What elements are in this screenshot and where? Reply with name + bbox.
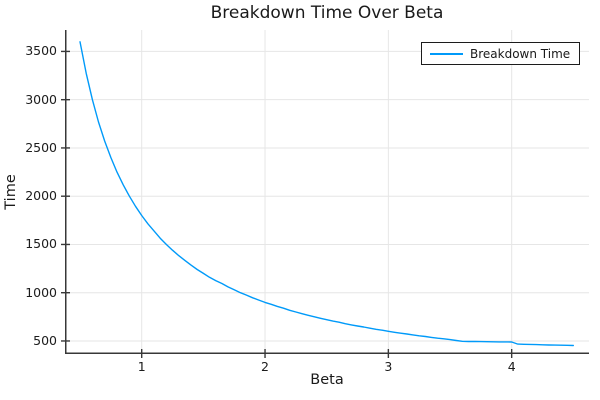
y-tick-label: 3500 (25, 43, 57, 59)
breakdown-time-line (79, 41, 574, 347)
y-tick-label: 1000 (25, 284, 57, 300)
y-tick-label: 1500 (25, 236, 57, 252)
x-tick-label: 2 (261, 359, 269, 374)
chart-title: Breakdown Time Over Beta (210, 3, 444, 23)
plot-area (61, 30, 589, 358)
x-tick-label: 1 (137, 359, 146, 374)
x-axis-label: Beta (310, 372, 344, 388)
y-axis-label: Time (3, 174, 19, 210)
legend-label: Breakdown Time (470, 46, 571, 61)
x-tick-label: 4 (507, 359, 516, 374)
y-tick-label: 500 (33, 332, 57, 348)
legend-line-swatch (430, 52, 463, 55)
x-tick-label: 3 (384, 359, 393, 374)
y-tick-label: 3000 (25, 91, 57, 107)
y-tick-label: 2000 (25, 188, 57, 204)
legend: Breakdown Time (421, 42, 581, 65)
y-tick-label: 2500 (25, 139, 57, 155)
